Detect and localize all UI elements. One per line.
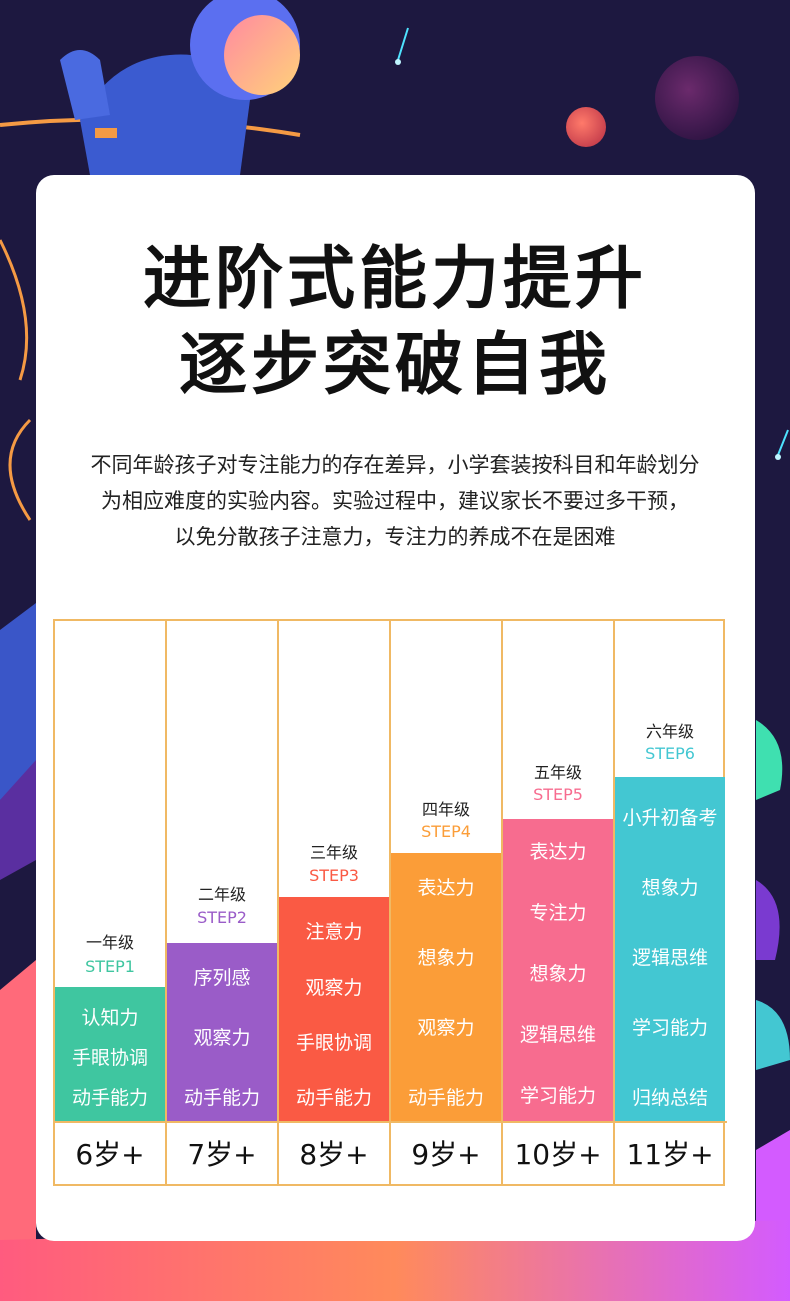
skill-item: 手眼协调 xyxy=(295,1032,372,1054)
skill-item: 学习能力 xyxy=(519,1085,596,1107)
planet-small xyxy=(566,107,606,147)
skill-item: 序列感 xyxy=(193,967,251,989)
skill-item: 想象力 xyxy=(529,963,587,985)
grade-label: 六年级 xyxy=(645,722,694,741)
skill-item: 动手能力 xyxy=(183,1087,260,1109)
age-label: 7岁+ xyxy=(187,1138,257,1171)
skill-item: 专注力 xyxy=(529,902,587,924)
skill-item: 小升初备考 xyxy=(622,807,718,829)
skill-item: 动手能力 xyxy=(295,1087,372,1109)
headline-line-1: 进阶式能力提升 xyxy=(142,240,647,319)
skill-item: 表达力 xyxy=(417,877,475,899)
age-label: 6岁+ xyxy=(75,1138,145,1171)
skill-item: 逻辑思维 xyxy=(631,947,708,969)
skill-item: 手眼协调 xyxy=(71,1047,148,1069)
description-line-3: 以免分散孩子注意力，专注力的养成不在是困难 xyxy=(174,525,616,549)
column-grade-4: 四年级 STEP4 表达力 想象力 观察力 动手能力 9岁+ xyxy=(391,621,503,1184)
skill-bar: 表达力 专注力 想象力 逻辑思维 学习能力 xyxy=(503,819,613,1121)
skill-item: 想象力 xyxy=(641,877,699,899)
skill-bar: 认知力 手眼协调 动手能力 xyxy=(55,987,165,1121)
description-line-1: 不同年龄孩子对专注能力的存在差异，小学套装按科目和年龄划分 xyxy=(90,453,700,477)
step-label: STEP2 xyxy=(197,908,247,927)
column-grade-3: 三年级 STEP3 注意力 观察力 手眼协调 动手能力 8岁+ xyxy=(279,621,391,1184)
skill-item: 想象力 xyxy=(417,947,475,969)
age-label: 9岁+ xyxy=(411,1138,481,1171)
age-label: 11岁+ xyxy=(626,1138,714,1171)
skill-bar: 表达力 想象力 观察力 动手能力 xyxy=(391,853,501,1121)
skill-bar: 注意力 观察力 手眼协调 动手能力 xyxy=(279,897,389,1121)
step-label: STEP3 xyxy=(309,866,359,885)
skill-item: 注意力 xyxy=(305,921,363,943)
age-divider xyxy=(55,1121,727,1123)
grade-label: 三年级 xyxy=(309,843,358,862)
description-line-2: 为相应难度的实验内容。实验过程中，建议家长不要过多干预， xyxy=(101,489,689,513)
skill-item: 动手能力 xyxy=(71,1087,148,1109)
astronaut-illustration xyxy=(60,0,300,175)
column-grade-5: 五年级 STEP5 表达力 专注力 想象力 逻辑思维 学习能力 10岁+ xyxy=(503,621,615,1184)
skill-item: 观察力 xyxy=(193,1027,251,1049)
age-label: 10岁+ xyxy=(514,1138,602,1171)
step-label: STEP4 xyxy=(421,822,471,841)
grade-label: 一年级 xyxy=(85,933,134,952)
column-grade-6: 六年级 STEP6 小升初备考 想象力 逻辑思维 学习能力 归纳总结 11岁+ xyxy=(615,621,725,1184)
column-grade-1: 一年级 STEP1 认知力 手眼协调 动手能力 6岁+ xyxy=(55,621,167,1184)
skill-item: 观察力 xyxy=(417,1017,475,1039)
skill-item: 认知力 xyxy=(81,1007,139,1029)
column-grade-2: 二年级 STEP2 序列感 观察力 动手能力 7岁+ xyxy=(167,621,279,1184)
skill-item: 动手能力 xyxy=(407,1087,484,1109)
step-label: STEP6 xyxy=(645,744,695,763)
step-label: STEP1 xyxy=(85,957,135,976)
planet-large xyxy=(655,56,739,140)
age-label: 8岁+ xyxy=(299,1138,369,1171)
skill-item: 表达力 xyxy=(529,841,587,863)
skill-bar: 小升初备考 想象力 逻辑思维 学习能力 归纳总结 xyxy=(615,777,725,1121)
grade-label: 五年级 xyxy=(533,763,582,782)
skill-item: 学习能力 xyxy=(631,1017,708,1039)
skill-item: 观察力 xyxy=(305,977,363,999)
skill-item: 逻辑思维 xyxy=(519,1024,596,1046)
grade-label: 二年级 xyxy=(197,885,246,904)
skill-bar: 序列感 观察力 动手能力 xyxy=(167,943,277,1121)
step-label: STEP5 xyxy=(533,785,583,804)
skill-item: 归纳总结 xyxy=(631,1087,708,1109)
grade-step-table: 一年级 STEP1 认知力 手眼协调 动手能力 6岁+ 二年级 STEP2 序列… xyxy=(53,619,727,1186)
grade-label: 四年级 xyxy=(421,800,470,819)
headline-line-2: 逐步突破自我 xyxy=(178,326,611,405)
